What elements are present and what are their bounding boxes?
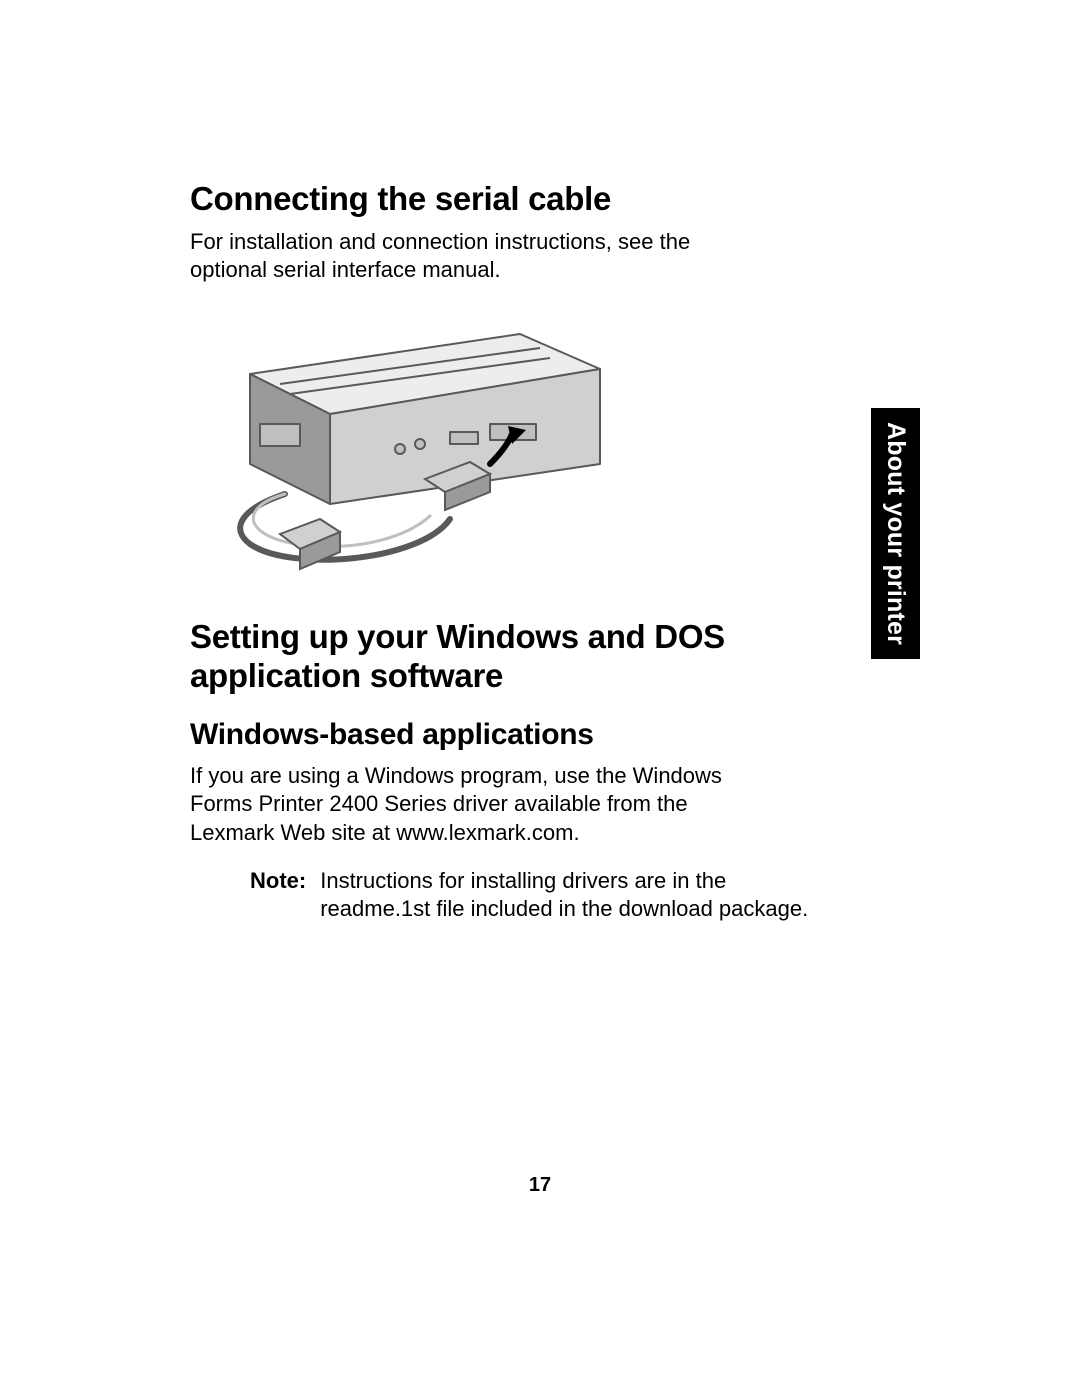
page-number: 17 <box>0 1174 1080 1197</box>
body-connecting-serial-cable: For installation and connection instruct… <box>190 228 750 284</box>
heading-connecting-serial-cable: Connecting the serial cable <box>190 180 870 218</box>
note-block: Note: Instructions for installing driver… <box>250 867 810 923</box>
note-label: Note: <box>250 867 306 923</box>
heading-windows-based-applications: Windows-based applications <box>190 718 870 752</box>
side-tab-about-your-printer: About your printer <box>871 408 920 659</box>
heading-setup-windows-dos: Setting up your Windows and DOS applicat… <box>190 618 830 696</box>
body-windows-based-applications: If you are using a Windows program, use … <box>190 762 750 846</box>
note-body: Instructions for installing drivers are … <box>320 867 810 923</box>
document-page: Connecting the serial cable For installa… <box>0 0 1080 1397</box>
printer-illustration <box>190 304 620 574</box>
